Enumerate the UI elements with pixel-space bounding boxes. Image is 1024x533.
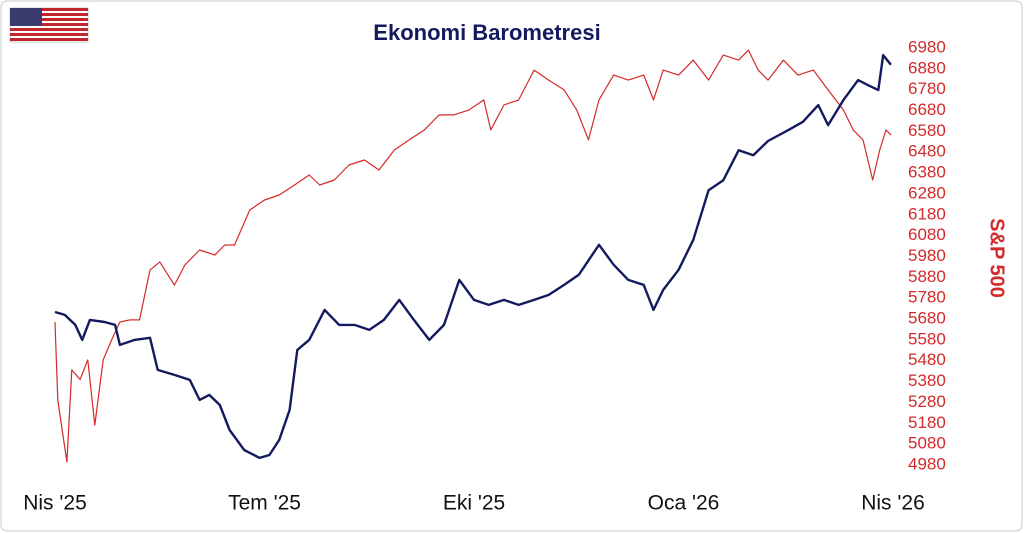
chart-title: Ekonomi Barometresi [373,20,600,45]
y2-tick-label: 5580 [908,329,946,348]
y2-tick-label: 6780 [908,79,946,98]
us-flag [9,7,89,43]
y2-tick-label: 6980 [908,37,946,56]
y2-tick-label: 5180 [908,413,946,432]
y2-tick-label: 6880 [908,58,946,77]
y2-tick-label: 6380 [908,163,946,182]
y2-tick-label: 6580 [908,121,946,140]
y2-axis-label: S&P 500 [986,218,1008,298]
x-tick-label: Eki '25 [443,492,505,515]
y2-tick-label: 5480 [908,350,946,369]
y2-tick-label: 5780 [908,288,946,307]
y2-tick-label: 6080 [908,225,946,244]
series-line [54,53,892,460]
y2-tick-label: 6480 [908,142,946,161]
x-tick-label: Nis '26 [861,492,925,515]
x-tick-label: Tem '25 [228,492,301,515]
series-line [54,49,892,463]
y2-tick-label: 5380 [908,371,946,390]
y2-tick-label: 5880 [908,267,946,286]
x-tick-label: Oca '26 [648,492,720,515]
x-tick-label: Nis '25 [23,492,87,515]
y2-tick-label: 5080 [908,434,946,453]
y2-tick-label: 6180 [908,204,946,223]
y2-tick-label: 4980 [908,454,946,473]
y2-tick-label: 6280 [908,183,946,202]
y2-tick-label: 5280 [908,392,946,411]
y2-tick-label: 5980 [908,246,946,265]
y2-tick-label: 6680 [908,100,946,119]
y2-tick-label: 5680 [908,309,946,328]
